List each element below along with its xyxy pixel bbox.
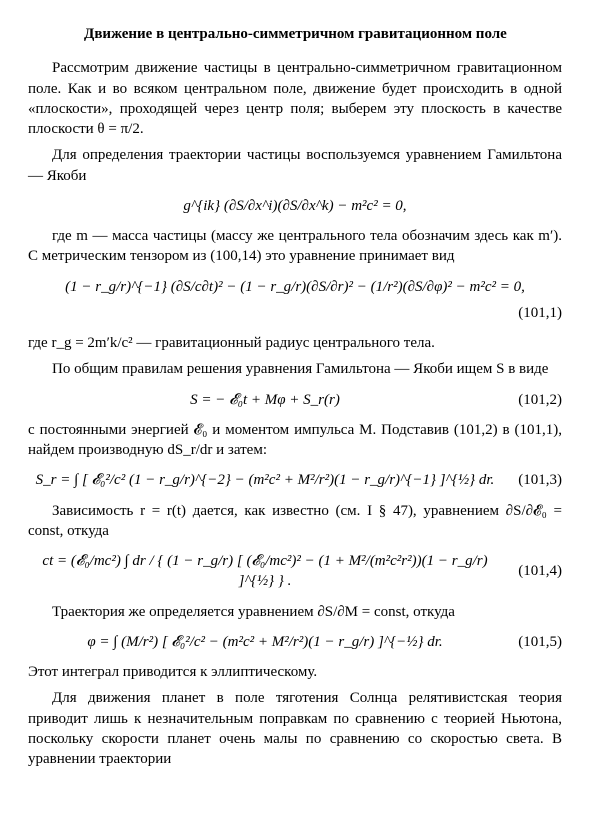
equation-101-2: S = − 𝓔₀t + Mφ + S_r(r) (28, 390, 502, 410)
paragraph-9: Для движения планет в поле тяготения Сол… (28, 688, 562, 769)
equation-number-101-1: (101,1) (502, 303, 562, 323)
paragraph-5: с постоянными энергией 𝓔₀ и моментом имп… (28, 420, 562, 461)
paragraph-8: Этот интеграл приводится к эллиптическом… (28, 662, 562, 682)
equation-hj: g^{ik} (∂S/∂x^i)(∂S/∂x^k) − m²c² = 0, (28, 196, 562, 216)
paragraph-3: где m — масса частицы (массу же централь… (28, 226, 562, 267)
equation-number-101-4: (101,4) (502, 561, 562, 581)
equation-number-101-3: (101,3) (502, 470, 562, 490)
paragraph-4a: где r_g = 2m′k/c² — гравитационный радиу… (28, 333, 562, 353)
equation-101-5: φ = ∫ (M/r²) [ 𝓔₀²/c² − (m²c² + M²/r²)(1… (28, 632, 502, 652)
equation-101-1: (1 − r_g/r)^{−1} (∂S/c∂t)² − (1 − r_g/r)… (28, 277, 562, 297)
equation-number-101-2: (101,2) (502, 390, 562, 410)
equation-101-4: ct = (𝓔₀/mc²) ∫ dr / { (1 − r_g/r) [ (𝓔₀… (28, 551, 502, 592)
paragraph-2: Для определения траектории частицы воспо… (28, 145, 562, 186)
equation-101-3: S_r = ∫ [ 𝓔₀²/c² (1 − r_g/r)^{−2} − (m²c… (28, 470, 502, 490)
paragraph-6: Зависимость r = r(t) дается, как известн… (28, 501, 562, 542)
paragraph-4b: По общим правилам решения уравнения Гами… (28, 359, 562, 379)
section-title: Движение в центрально-симметричном грави… (28, 24, 562, 44)
equation-number-101-5: (101,5) (502, 632, 562, 652)
paragraph-1: Рассмотрим движение частицы в центрально… (28, 58, 562, 139)
paragraph-7: Траектория же определяется уравнением ∂S… (28, 602, 562, 622)
